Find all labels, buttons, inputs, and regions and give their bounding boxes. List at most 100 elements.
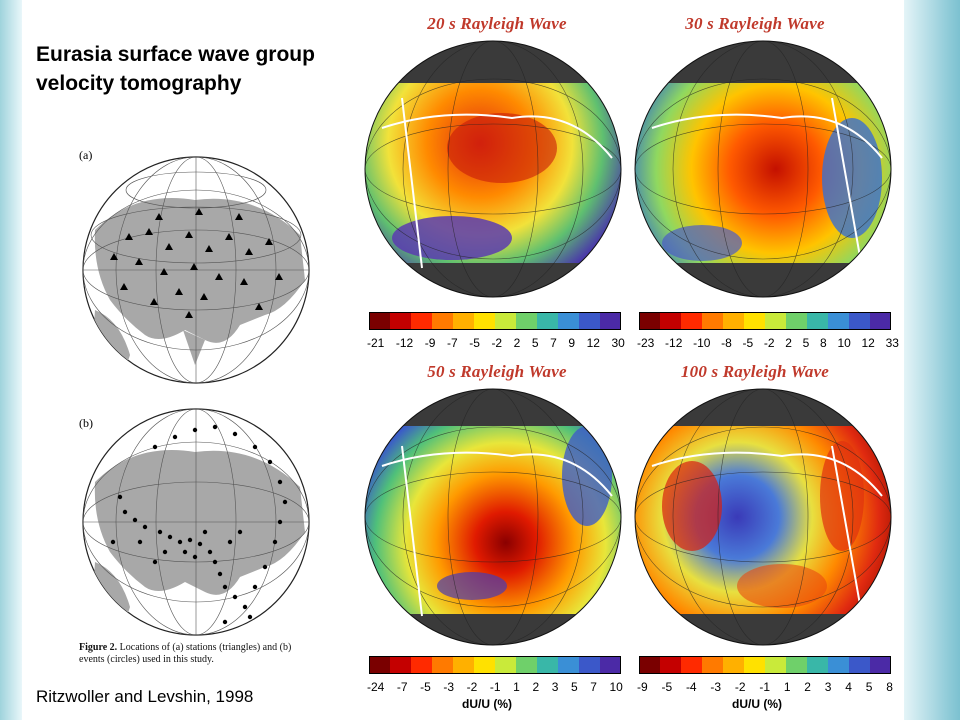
colorbar-50s (369, 656, 621, 674)
colorbar-swatch (432, 656, 454, 674)
globe-map-30s (634, 40, 892, 298)
scale-label: 5 (865, 680, 873, 694)
scale-label: -1 (489, 680, 501, 694)
colorbar-swatch (807, 312, 829, 330)
colorbar-swatch (600, 312, 621, 330)
globe-map-100s (634, 388, 892, 646)
colorbar-20s (369, 312, 621, 330)
scale-label: 33 (885, 336, 899, 350)
scale-label: -5 (420, 680, 431, 694)
colorbar-frame (369, 656, 621, 674)
colorbar-swatch (579, 656, 601, 674)
scale-label: 2 (513, 336, 521, 350)
colorbar-swatch (579, 312, 601, 330)
colorbar-swatch (432, 312, 454, 330)
panel-b-label: (b) (79, 416, 93, 430)
colorbar-swatch (870, 312, 891, 330)
colorbar-swatch (558, 656, 580, 674)
colorbar-swatch (870, 656, 891, 674)
scale-label: -2 (763, 336, 775, 350)
colorbar-frame (369, 312, 621, 330)
colorbar-swatch (600, 656, 621, 674)
scale-label: 5 (531, 336, 539, 350)
events-globe (82, 408, 310, 636)
scale-label: -7 (396, 680, 408, 694)
scale-label: 5 (570, 680, 578, 694)
colorbar-swatch (390, 656, 412, 674)
colorbar-swatch (369, 656, 391, 674)
scale-label: -2 (734, 680, 746, 694)
scale-label: -5 (469, 336, 480, 350)
colorbar-swatch (660, 656, 682, 674)
slide-left-edge (0, 0, 22, 720)
map-title-100s: 100 s Rayleigh Wave (680, 362, 830, 381)
station-event-figure: (a) (65, 140, 322, 672)
scale-label: -1 (759, 680, 771, 694)
scale-label: -3 (443, 680, 455, 694)
scale-label: -23 (637, 336, 655, 350)
scale-label: 3 (824, 680, 832, 694)
scale-label: -8 (721, 336, 732, 350)
colorbar-swatch (723, 656, 745, 674)
colorbar-swatch (807, 656, 829, 674)
scale-label: 30 (611, 336, 625, 350)
scale-label: -9 (424, 336, 436, 350)
scale-label: -10 (693, 336, 711, 350)
scale-label: 4 (845, 680, 852, 694)
scale-label: 8 (886, 680, 893, 694)
slide-title: Eurasia surface wave group velocity tomo… (36, 43, 315, 95)
colorbar-swatch (537, 312, 559, 330)
colorbar-swatch (453, 312, 475, 330)
scale-label: 9 (568, 336, 576, 350)
map-title-20s: 20 s Rayleigh Wave (427, 14, 567, 33)
colorbar-100s (639, 656, 891, 674)
colorbar-30s (639, 312, 891, 330)
scale-label: 8 (820, 336, 827, 350)
scale-label: -2 (466, 680, 478, 694)
colorbar-frame (639, 656, 891, 674)
colorbar-swatch (660, 312, 682, 330)
scale-label: 10 (837, 336, 851, 350)
scale-label: -2 (491, 336, 503, 350)
colorbar-swatch (639, 656, 661, 674)
map-title-50s: 50 s Rayleigh Wave (427, 362, 567, 381)
colorbar-swatch (474, 656, 496, 674)
station-triangles (110, 208, 283, 318)
colorbar-swatch (765, 312, 787, 330)
scale-label: -9 (637, 680, 648, 694)
colorbar-swatch (828, 656, 850, 674)
colorbar-swatch (765, 656, 787, 674)
scale-label: 10 (609, 680, 623, 694)
scale-label: -12 (665, 336, 683, 350)
colorbar-swatch (495, 656, 517, 674)
colorbar-swatch (537, 656, 559, 674)
scale-label: -5 (661, 680, 673, 694)
figure-caption-text: Locations of (a) stations (triangles) an… (79, 642, 292, 665)
scale-label: -7 (447, 336, 458, 350)
scale-label: 7 (550, 336, 557, 350)
globe-map-20s (364, 40, 622, 298)
colorbar-swatch (411, 656, 433, 674)
scale-label: -4 (685, 680, 697, 694)
map-title-30s: 30 s Rayleigh Wave (685, 14, 825, 33)
colorbar-swatch (453, 656, 475, 674)
colorbar-swatch (828, 312, 850, 330)
india-landmass (183, 330, 205, 365)
scale-label: 1 (513, 680, 520, 694)
event-circles (110, 424, 288, 625)
scale-label: 12 (586, 336, 600, 350)
scale-label: 2 (532, 680, 540, 694)
tomography-panel: 20 s Rayleigh Wave -21 -12 -9 (342, 0, 904, 720)
colorbar-swatch (639, 312, 661, 330)
colorbar-unit-50s: dU/U (%) (462, 697, 512, 711)
colorbar-swatch (681, 656, 703, 674)
colorbar-swatch (516, 312, 538, 330)
colorbar-swatch (744, 656, 766, 674)
panel-a-label: (a) (79, 148, 93, 162)
colorbar-swatch (786, 312, 808, 330)
colorbar-swatch (495, 312, 517, 330)
colorbar-swatch (681, 312, 703, 330)
colorbar-unit-100s: dU/U (%) (732, 697, 782, 711)
